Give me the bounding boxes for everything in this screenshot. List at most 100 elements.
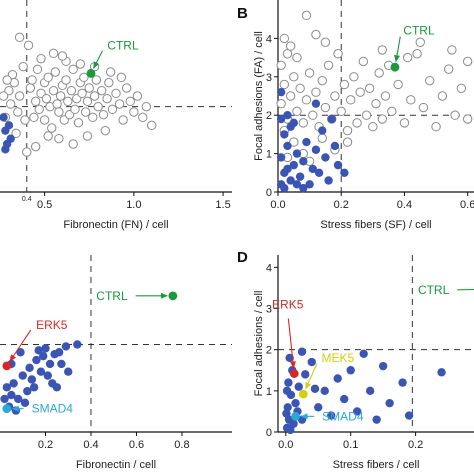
data-point-filled xyxy=(299,157,308,166)
x-tick-label: 0.2 xyxy=(334,199,349,211)
data-point-open xyxy=(41,93,52,104)
data-point-filled xyxy=(283,111,292,120)
data-point-filled xyxy=(61,342,71,351)
x-axis-label: Fibronectin (FN) / cell xyxy=(63,219,168,231)
annotation-arrowhead-smad4 xyxy=(300,413,308,420)
data-point-open xyxy=(105,67,116,77)
data-point-open xyxy=(387,106,397,117)
data-point-filled xyxy=(305,180,314,189)
data-point-filled xyxy=(327,114,336,124)
data-point-open xyxy=(342,125,353,136)
data-point-filled xyxy=(295,172,305,181)
data-point-open xyxy=(393,79,403,90)
data-point-open xyxy=(32,64,43,75)
data-point-open xyxy=(368,122,378,132)
data-point-filled xyxy=(50,349,59,359)
data-point-open xyxy=(47,123,57,133)
data-point-open xyxy=(73,117,84,128)
data-point-open xyxy=(23,40,34,51)
data-point-open xyxy=(138,112,148,123)
data-point-open xyxy=(125,96,135,107)
data-point-open xyxy=(292,52,302,63)
data-point-open xyxy=(295,83,305,94)
x-tick-label: 0.8 xyxy=(174,439,189,451)
data-point-filled xyxy=(299,183,308,193)
data-point-filled xyxy=(1,145,10,154)
data-point-open xyxy=(129,107,139,117)
data-point-open xyxy=(336,106,346,117)
data-point-open xyxy=(2,75,12,85)
data-point-erk5 xyxy=(2,361,12,371)
data-point-open xyxy=(450,110,460,120)
data-point-filled xyxy=(320,386,329,396)
data-point-filled xyxy=(34,346,43,355)
annotation-arrowhead-erk5 xyxy=(9,354,16,362)
data-point-filled xyxy=(0,394,9,404)
data-point-open xyxy=(374,68,384,78)
data-point-open xyxy=(50,67,61,77)
data-point-filled xyxy=(333,374,342,383)
y-axis-label: Focal adhesions (FA) / cell xyxy=(253,31,265,161)
annotation-arrowhead-ctrl xyxy=(394,54,400,63)
data-point-filled xyxy=(280,130,289,139)
data-point-open xyxy=(364,83,375,94)
data-point-open xyxy=(88,112,98,123)
data-point-open xyxy=(415,37,425,47)
data-point-open xyxy=(462,56,473,67)
data-point-filled xyxy=(286,425,295,435)
annotation-arrow-erk5 xyxy=(9,329,32,362)
data-point-open xyxy=(380,91,391,101)
data-point-open xyxy=(52,99,62,109)
data-point-open xyxy=(311,29,321,40)
data-point-filled xyxy=(29,383,39,392)
data-point-open xyxy=(77,88,87,99)
data-point-filled xyxy=(339,394,349,404)
data-point-open xyxy=(276,98,286,109)
data-point-filled xyxy=(330,141,340,151)
data-point-open xyxy=(304,68,315,78)
data-point-open xyxy=(70,104,80,115)
data-point-filled xyxy=(276,87,286,97)
data-point-open xyxy=(412,49,422,59)
data-point-open xyxy=(323,60,334,70)
data-point-open xyxy=(107,104,118,115)
data-point-filled xyxy=(327,411,336,420)
data-point-filled xyxy=(73,340,82,349)
data-point-open xyxy=(320,37,331,47)
data-point-open xyxy=(68,139,78,149)
data-point-open xyxy=(279,33,290,44)
data-point-ctrl xyxy=(168,291,178,301)
data-point-open xyxy=(82,131,93,141)
x-tick-label: 0.0 xyxy=(270,199,285,211)
annotation-arrowhead-mek5 xyxy=(305,382,311,390)
data-point-open xyxy=(285,41,296,51)
data-point-filled xyxy=(302,137,311,147)
data-point-filled xyxy=(291,398,300,408)
data-point-open xyxy=(330,91,340,101)
data-point-open xyxy=(317,75,327,86)
data-point-open xyxy=(122,83,132,93)
data-point-filled xyxy=(385,398,394,408)
data-point-open xyxy=(102,93,112,104)
data-point-open xyxy=(66,85,77,96)
data-point-open xyxy=(27,75,37,85)
data-point-filled xyxy=(280,183,289,193)
data-point-filled xyxy=(301,370,310,379)
data-point-filled xyxy=(52,383,62,392)
annotation-arrowhead-smad4 xyxy=(11,405,19,412)
data-point-open xyxy=(132,91,143,101)
x-axis-label: Stress fibers / cell xyxy=(333,459,420,471)
y-tick-label: 0 xyxy=(266,187,272,199)
data-point-open xyxy=(97,85,107,96)
y-tick-label: 2 xyxy=(266,110,272,122)
annotation-label-ctrl: CTRL xyxy=(403,24,435,38)
data-point-open xyxy=(80,107,91,117)
data-point-filled xyxy=(289,160,299,170)
data-point-open xyxy=(79,72,89,83)
data-point-open xyxy=(444,64,454,74)
y-tick-label: 0 xyxy=(266,427,272,439)
data-point-filled xyxy=(297,347,307,356)
data-point-filled xyxy=(321,153,330,162)
data-point-erk5 xyxy=(289,369,299,378)
data-point-open xyxy=(301,10,312,21)
